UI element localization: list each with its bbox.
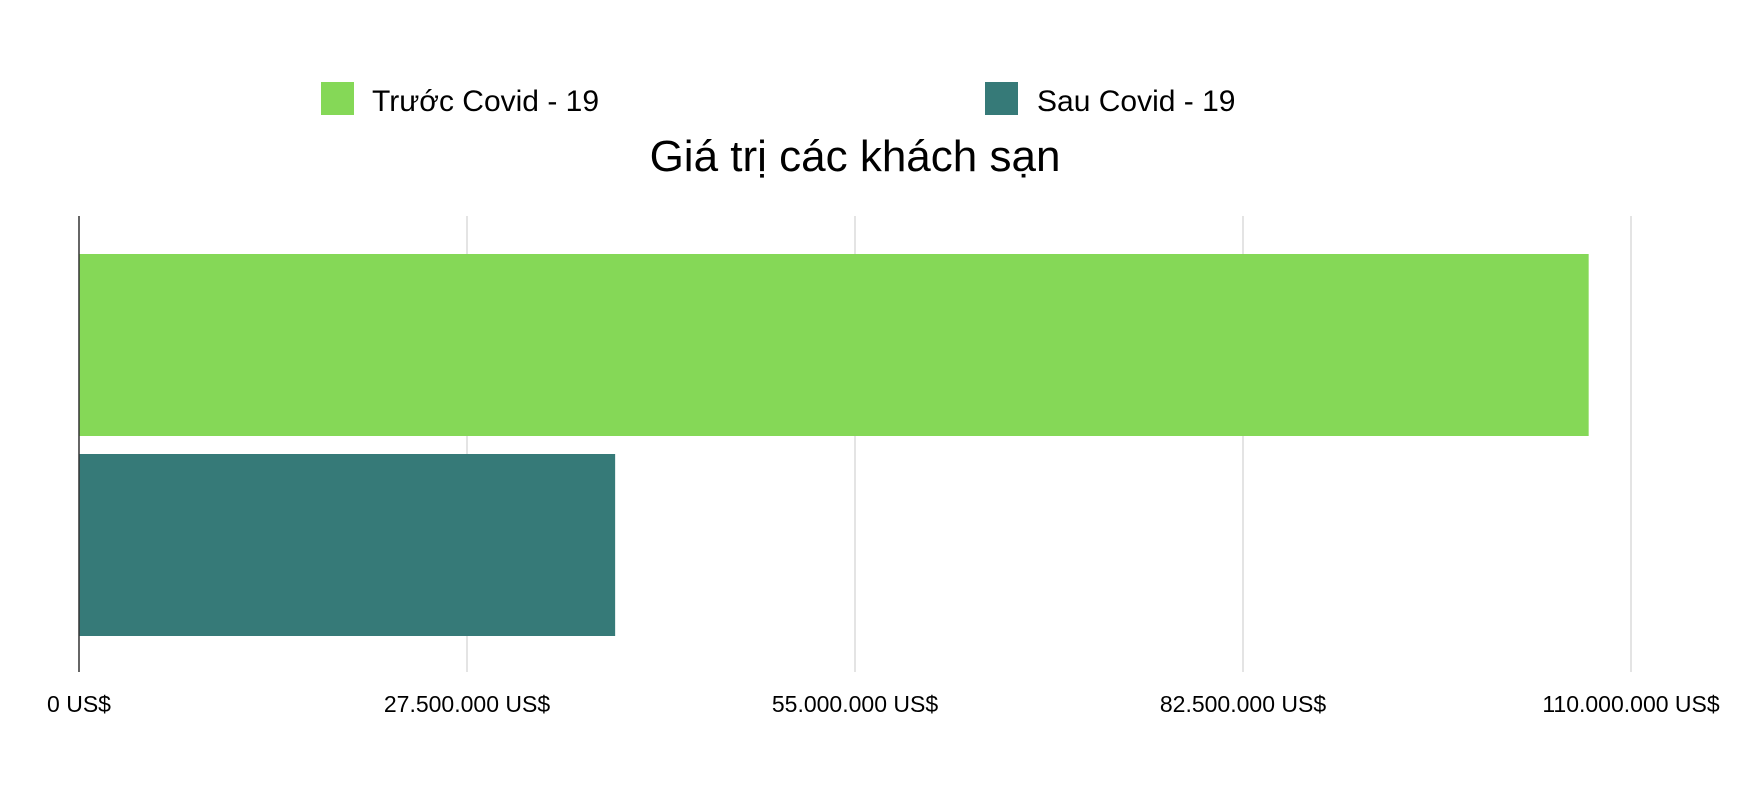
legend-label-after-covid: Sau Covid - 19 xyxy=(1037,85,1235,118)
x-tick-label: 110.000.000 US$ xyxy=(1542,691,1720,717)
legend-label-before-covid: Trước Covid - 19 xyxy=(372,85,599,118)
x-axis-tick-labels: 0 US$ 27.500.000 US$ 55.000.000 US$ 82.500.… xyxy=(47,691,1720,717)
bar-after-covid xyxy=(79,454,616,636)
x-tick-label: 0 US$ xyxy=(47,691,111,717)
bar-before-covid xyxy=(79,254,1589,436)
x-tick-label: 55.000.000 US$ xyxy=(772,691,938,717)
bars xyxy=(79,254,1589,636)
legend: Trước Covid - 19 Sau Covid - 19 xyxy=(321,82,1235,118)
legend-swatch-after-covid xyxy=(985,82,1018,115)
chart-title: Giá trị các khách sạn xyxy=(650,132,1061,181)
x-tick-label: 82.500.000 US$ xyxy=(1160,691,1326,717)
x-tick-label: 27.500.000 US$ xyxy=(384,691,550,717)
legend-swatch-before-covid xyxy=(321,82,354,115)
